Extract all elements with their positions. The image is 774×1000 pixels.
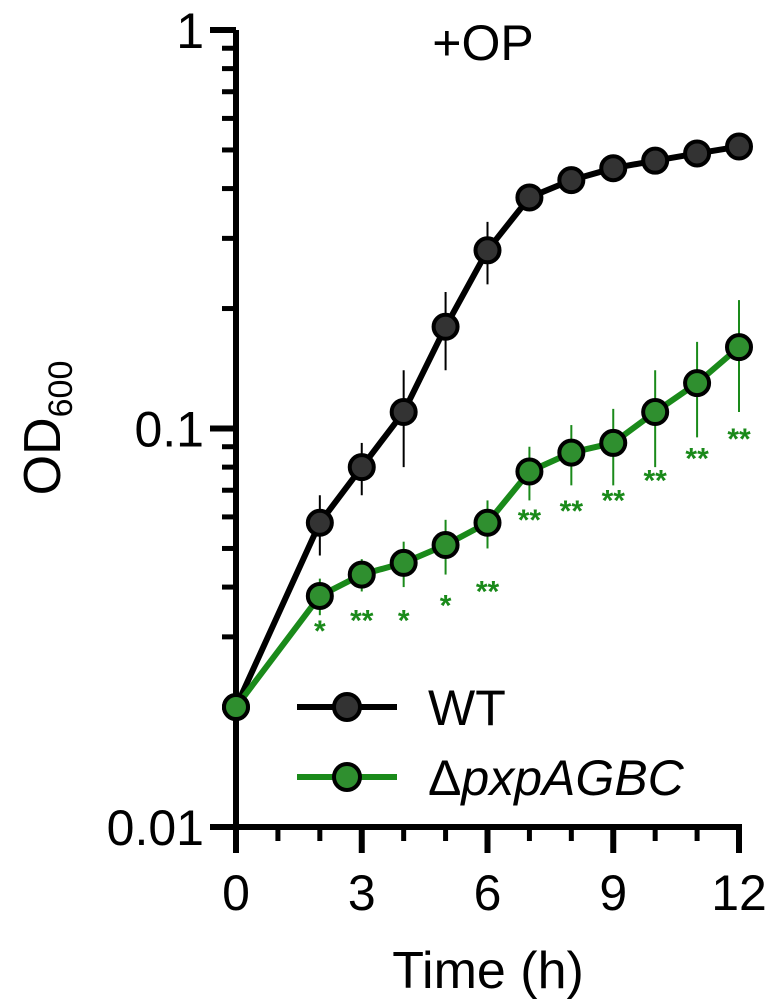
significance-marker: ** [518,504,542,537]
x-tick-label: 12 [711,865,767,921]
data-point [431,312,460,341]
data-point [305,508,334,537]
data-point [389,548,418,577]
significance-marker: * [314,615,326,648]
data-point [515,457,544,486]
significance-marker: ** [685,443,709,476]
significance-marker: ** [350,604,374,637]
x-tick-label: 3 [348,865,376,921]
legend: WT ΔpxpAGBC [297,680,685,806]
data-point [599,154,628,183]
data-point [725,132,753,161]
significance-marker: ** [602,484,626,517]
data-point [389,398,418,427]
significance-marker: * [440,589,452,622]
x-tick-label: 6 [474,865,502,921]
legend-label-gene: pxpAGBC [459,750,684,806]
significance-marker: * [398,604,410,637]
x-axis: 0 3 6 9 12 [210,824,767,921]
significance-marker: ** [643,465,667,498]
legend-label-wt: WT [428,680,506,736]
legend-item-wt: WT [297,680,506,736]
y-axis: 0.01 0.1 1 [107,3,239,856]
y-tick-label: 1 [176,3,204,59]
data-point [305,581,334,610]
data-point [347,453,376,482]
data-point [347,560,376,589]
data-point [683,139,712,168]
data-point [515,183,544,212]
x-tick-label: 0 [222,865,250,921]
significance-annotations: * ** * * **** ** ******** [314,423,751,648]
data-point [641,398,670,427]
data-point [725,333,753,362]
legend-label-pxpagbc: ΔpxpAGBC [428,750,685,806]
data-point [473,236,502,265]
series-1 [222,300,753,722]
x-axis-title: Time (h) [392,942,584,1000]
data-point [431,531,460,560]
chart-title: +OP [432,15,533,71]
y-tick-label: 0.1 [134,402,204,458]
data-point [599,428,628,457]
y-axis-title-subscript: 600 [42,361,80,418]
y-tick-label: 0.01 [107,800,204,856]
data-point [557,166,586,195]
data-point [222,693,250,722]
significance-marker: ** [476,575,500,608]
significance-marker: ** [727,423,751,456]
y-axis-title: OD600 [14,361,80,496]
legend-marker-wt [332,692,362,722]
data-point [473,508,502,537]
legend-item-pxpagbc: ΔpxpAGBC [297,750,685,806]
legend-label-delta: Δ [428,750,461,806]
significance-marker: ** [560,495,584,528]
y-axis-title-main: OD [14,417,72,495]
x-tick-label: 9 [599,865,627,921]
data-point [557,438,586,467]
series-layer [222,132,753,722]
legend-marker-pxpagbc [332,762,362,792]
data-point [683,369,712,398]
series-0 [222,132,753,722]
data-point [641,146,670,175]
